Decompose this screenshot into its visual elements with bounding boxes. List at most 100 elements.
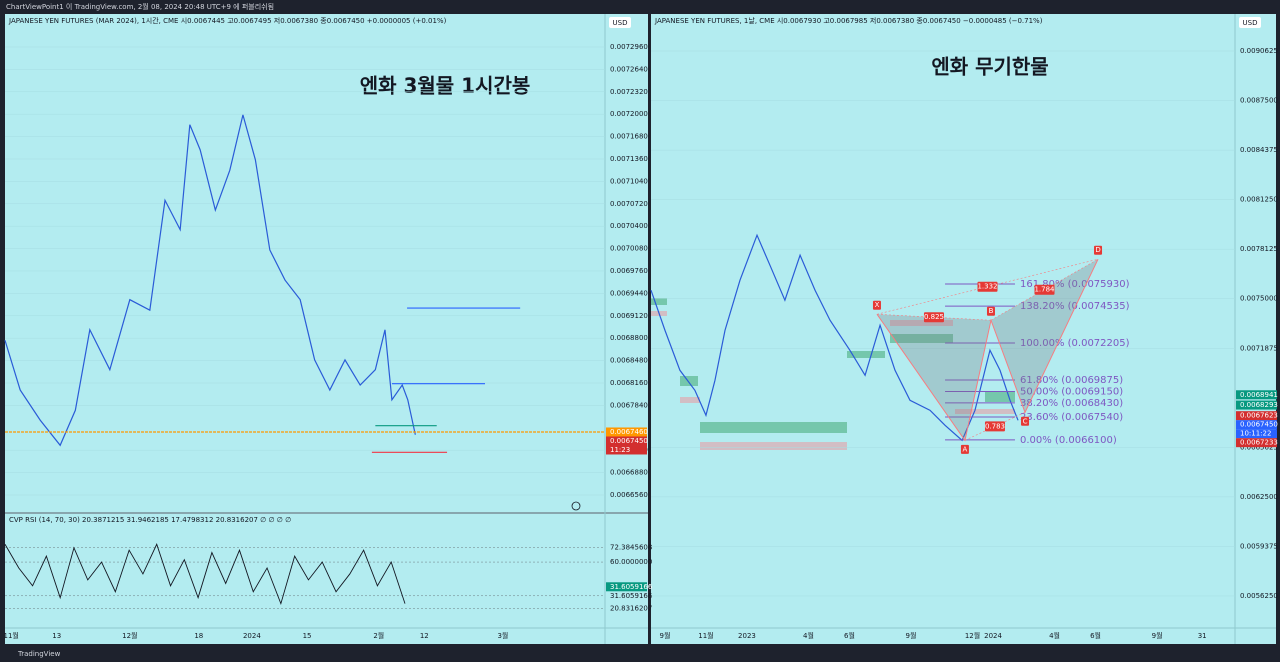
price-badge <box>606 436 647 446</box>
x-tick-label: 2024 <box>984 632 1002 640</box>
y-tick-label: 0.0081250 <box>1240 196 1278 204</box>
y-tick-label: 0.0084375 <box>1240 146 1278 154</box>
fib-label: 0.00% (0.0066100) <box>1020 435 1117 446</box>
x-tick-label: 4월 <box>1049 631 1060 640</box>
footer-brand: TradingView <box>17 650 61 658</box>
y-tick-label: 0.0090625 <box>1240 47 1278 55</box>
y-tick-label: 0.0071680 <box>610 133 648 141</box>
y-tick-label: 0.0068800 <box>610 334 648 342</box>
x-tick-label: 18 <box>194 632 203 640</box>
publish-info: ChartViewPoint1 이 TradingView.com, 2월 08… <box>6 2 274 11</box>
y-tick-label: 0.0068160 <box>610 379 648 387</box>
currency-badge <box>1239 17 1261 28</box>
right-title: 엔화 무기한물 <box>931 55 1048 79</box>
y-tick-label: 0.0069760 <box>610 267 648 275</box>
price-badge-label: 0.0067233 <box>1240 439 1278 447</box>
point-badge <box>872 300 881 310</box>
point-label: D <box>1095 246 1100 254</box>
y-tick-label: 0.0071360 <box>610 155 648 163</box>
x-tick-label: 9월 <box>1152 631 1163 640</box>
rsi-legend: CVP RSI (14, 70, 30) 20.3871215 31.94621… <box>9 516 291 524</box>
ratio-label: 0.783 <box>985 422 1005 430</box>
rsi-tick-label: 20.8316207 <box>610 605 652 613</box>
y-tick-label: 0.0087500 <box>1240 97 1278 105</box>
y-tick-label: 0.0072320 <box>610 88 648 96</box>
rsi-tick-label: 31.6059166 <box>610 592 653 600</box>
x-tick-label: 13 <box>52 632 61 640</box>
right-panel <box>651 14 1276 644</box>
y-tick-label: 0.0071040 <box>610 177 648 185</box>
point-label: C <box>1023 417 1028 425</box>
price-badge <box>1236 411 1277 421</box>
right-legend: JAPANESE YEN FUTURES, 1날, CME 시0.0067930… <box>654 16 1043 25</box>
left-title: 엔화 3월물 1시간봉 <box>360 74 531 98</box>
fib-label: 38.20% (0.0068430) <box>1020 398 1123 409</box>
price-badge-label: 0.0067623 <box>1240 412 1278 420</box>
point-badge <box>1021 416 1030 426</box>
y-tick-label: 0.0072640 <box>610 65 648 73</box>
x-tick-label: 11월 <box>698 631 713 640</box>
y-tick-label: 0.0070720 <box>610 200 648 208</box>
rsi-tick-label: 60.0000000 <box>610 558 652 566</box>
price-badge <box>606 427 647 437</box>
point-label: A <box>963 445 968 453</box>
scroll-icon[interactable] <box>571 501 581 511</box>
y-tick-label: 0.0075000 <box>1240 295 1278 303</box>
y-tick-label: 0.0066560 <box>610 491 648 499</box>
point-label: B <box>989 307 994 315</box>
rsi-badge <box>606 582 647 592</box>
ratio-badge <box>923 312 944 323</box>
price-badge-label: 0.0068941 <box>1240 391 1278 399</box>
y-tick-label: 0.0071875 <box>1240 344 1278 352</box>
point-label: X <box>875 301 880 309</box>
fib-label: 100.00% (0.0072205) <box>1020 338 1130 349</box>
x-tick-label: 12 <box>420 632 429 640</box>
price-badge-label: 10:11:22 <box>1240 430 1271 438</box>
fib-label: 61.80% (0.0069875) <box>1020 375 1123 386</box>
x-tick-label: 2024 <box>243 632 261 640</box>
x-tick-label: 12월 <box>122 631 137 640</box>
y-tick-label: 0.0069120 <box>610 312 648 320</box>
x-tick-label: 12월 <box>965 631 980 640</box>
ratio-badge <box>1034 284 1055 295</box>
ratio-label: 1.332 <box>977 283 997 291</box>
left-panel <box>5 14 648 644</box>
ratio-badge <box>977 281 998 292</box>
y-tick-label: 0.0066880 <box>610 469 648 477</box>
currency-badge <box>609 17 631 28</box>
y-tick-label: 0.0072960 <box>610 43 648 51</box>
price-badge-label: 0.0068293 <box>1240 401 1278 409</box>
price-badge <box>1236 400 1277 410</box>
price-badge <box>1236 438 1277 448</box>
point-badge <box>960 444 969 454</box>
price-badge-label: 0.0067460 <box>610 428 648 436</box>
fib-label: 23.60% (0.0067540) <box>1020 412 1123 423</box>
price-badge <box>1236 429 1277 439</box>
y-tick-label: 0.0072000 <box>610 110 648 118</box>
y-tick-label: 0.0065625 <box>1240 443 1278 451</box>
y-tick-label: 0.0070080 <box>610 245 648 253</box>
rsi-badge-label: 31.6059166 <box>610 583 653 591</box>
x-tick-label: 4월 <box>803 631 814 640</box>
price-badge-label: 0.0067450 <box>1240 421 1278 429</box>
y-tick-label: 0.0062500 <box>1240 493 1278 501</box>
y-tick-label: 0.0078125 <box>1240 245 1278 253</box>
pattern-wing <box>876 314 991 441</box>
ratio-label: 0.825 <box>924 313 944 321</box>
y-tick-label: 0.0067840 <box>610 401 648 409</box>
point-badge <box>1094 245 1103 255</box>
price-badge <box>1236 420 1277 430</box>
y-tick-label: 0.0069440 <box>610 289 648 297</box>
point-badge <box>986 306 995 316</box>
x-tick-label: 9월 <box>659 631 670 640</box>
y-tick-label: 0.0059375 <box>1240 542 1278 550</box>
price-badge <box>1236 390 1277 400</box>
x-tick-label: 6월 <box>844 631 855 640</box>
x-tick-label: 11월 <box>4 631 19 640</box>
currency: USD <box>1243 19 1258 27</box>
rsi-tick-label: 72.3845608 <box>610 543 652 551</box>
x-tick-label: 9월 <box>906 631 917 640</box>
pattern-line <box>876 258 1099 442</box>
x-tick-label: 2023 <box>738 632 756 640</box>
